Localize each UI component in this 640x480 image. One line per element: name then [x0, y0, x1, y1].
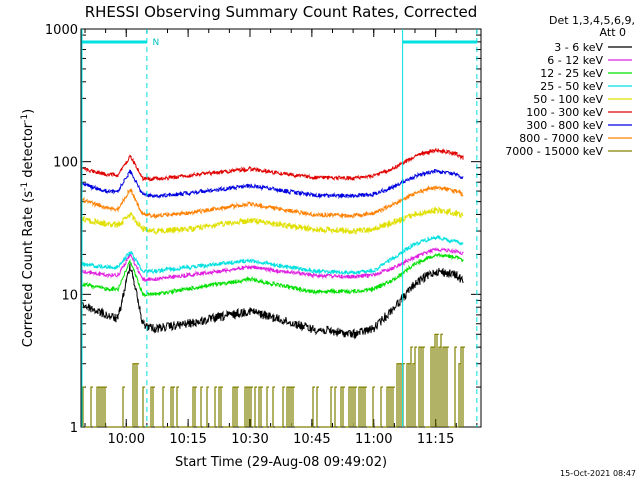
x-tick-label: 10:15	[169, 432, 206, 447]
timestamp: 15-Oct-2021 08:47	[560, 469, 636, 478]
legend-entry: 7000 - 15000 keV	[505, 145, 603, 158]
axis-ticks: 10:00 10:15 10:30 10:45 11:00 11:15 1 10 100 1000	[45, 23, 481, 447]
series-line	[82, 333, 465, 428]
series-layer	[82, 148, 465, 428]
legend-entry: 800 - 7000 keV	[519, 132, 603, 145]
y-tick-label: 1	[70, 421, 78, 436]
series-line	[82, 168, 464, 200]
y-tick-label: 100	[53, 156, 78, 171]
legend-entry: 6 - 12 keV	[547, 54, 603, 67]
series-line	[82, 247, 464, 283]
night-marker: N	[152, 38, 159, 48]
legend-entry: 3 - 6 keV	[554, 41, 603, 54]
series-line	[82, 263, 464, 340]
series-line	[82, 185, 464, 220]
legend-entry: 300 - 800 keV	[526, 119, 603, 132]
series-line	[82, 252, 464, 298]
x-tick-label: 10:45	[293, 432, 330, 447]
x-tick-label: 11:00	[355, 432, 392, 447]
legend-header: Det 1,3,4,5,6,9,	[549, 14, 635, 27]
y-tick-label: 1000	[45, 23, 78, 38]
y-tick-label: 10	[61, 288, 78, 303]
legend-entry: 100 - 300 keV	[526, 106, 603, 119]
series-line	[82, 206, 464, 235]
annotations: N	[81, 29, 478, 427]
legend-entry: 50 - 100 keV	[533, 93, 603, 106]
legend-entry: 12 - 25 keV	[540, 67, 603, 80]
chart-title: RHESSI Observing Summary Count Rates, Co…	[85, 3, 478, 21]
x-tick-label: 10:00	[108, 432, 145, 447]
x-tick-label: 11:15	[417, 432, 454, 447]
series-line	[82, 234, 464, 276]
legend-entry: 25 - 50 keV	[540, 80, 603, 93]
legend-header: Att 0	[600, 26, 626, 39]
y-axis-label: Corrected Count Rate (s-1 detector-1)	[20, 109, 36, 347]
x-tick-label: 10:30	[231, 432, 268, 447]
x-axis-label: Start Time (29-Aug-08 09:49:02)	[175, 455, 387, 470]
series-line	[82, 148, 464, 182]
